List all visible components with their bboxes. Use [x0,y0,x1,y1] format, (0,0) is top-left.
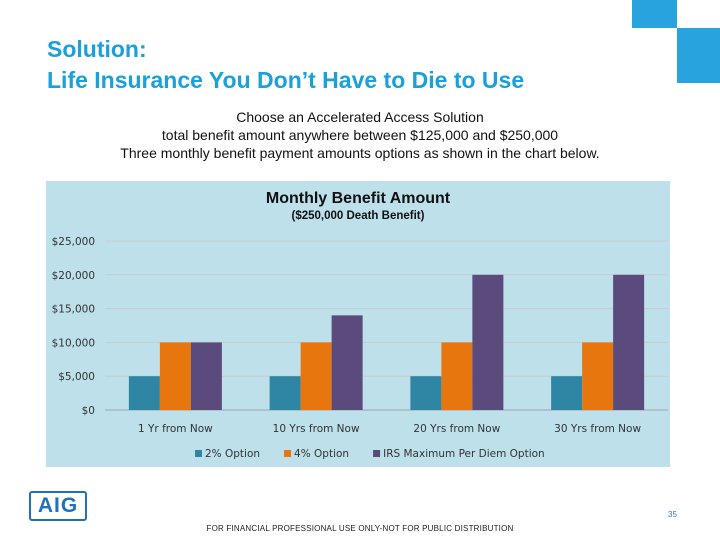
bar [582,342,614,410]
y-tick-label: $10,000 [52,337,95,349]
y-tick-label: $5,000 [58,371,95,383]
legend-swatch [373,450,381,457]
chart-panel: $0 $5,000 $10,000 $15,000 $20,000 $25,000 1 Yr… [46,181,670,467]
footer-disclaimer: FOR FINANCIAL PROFESSIONAL USE ONLY-NOT … [206,524,514,533]
bar [613,274,645,410]
y-tick-label: $15,000 [52,304,95,316]
bar [269,376,301,410]
slide-title-line1: Solution: [47,36,147,62]
bar [472,274,504,410]
intro-line: Three monthly benefit payment amounts op… [120,145,600,161]
corner-decoration [677,28,720,83]
chart-title: Monthly Benefit Amount [265,190,451,207]
aig-logo: AIG [29,491,87,521]
intro-line: Choose an Accelerated Access Solution [236,109,484,125]
bar [190,342,222,410]
bar [410,376,442,410]
bar-chart: $0 $5,000 $10,000 $15,000 $20,000 $25,000 1 Yr… [52,236,668,460]
intro-line: total benefit amount anywhere between $1… [161,127,559,143]
bar [300,342,332,410]
legend-label: 2% Option [205,448,260,460]
slide-title-line2: Life Insurance You Don’t Have to Die to … [47,67,525,93]
x-tick-label: 30 Yrs from Now [554,423,641,435]
bar [551,376,583,410]
x-tick-label: 20 Yrs from Now [413,423,500,435]
x-tick-label: 1 Yr from Now [138,423,213,435]
legend-label: IRS Maximum Per Diem Option [383,448,545,460]
chart-subtitle: ($250,000 Death Benefit) [291,210,425,222]
corner-decoration [632,0,677,28]
bar [159,342,191,410]
y-tick-label: $0 [82,405,95,417]
bar [441,342,473,410]
x-tick-label: 10 Yrs from Now [273,423,360,435]
slide-title: Solution: Life Insurance You Don’t Have … [47,34,524,96]
bar [331,315,363,410]
legend-swatch [195,450,202,457]
legend-swatch [284,450,292,457]
y-tick-label: $25,000 [52,236,95,248]
page-number: 35 [668,510,677,519]
legend-label: 4% Option [294,448,349,460]
bar [128,376,160,410]
y-tick-label: $20,000 [52,270,95,282]
